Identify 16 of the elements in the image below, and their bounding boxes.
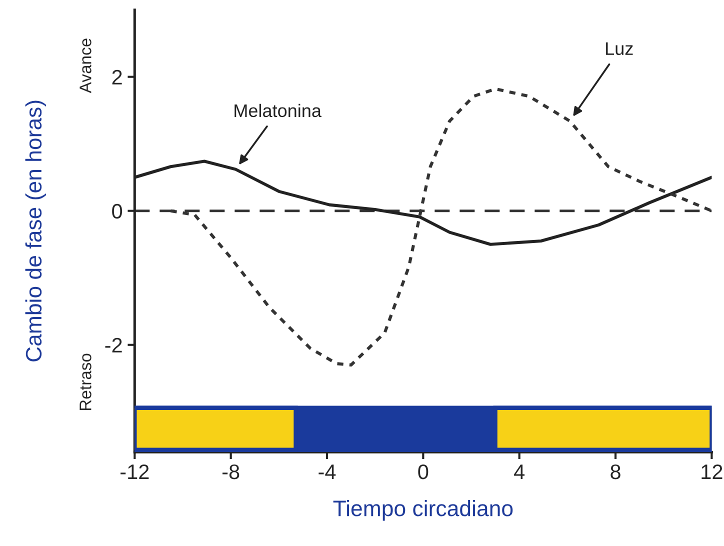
text: Avance: [80, 38, 92, 94]
x-axis-title: Tiempo circadiano: [333, 500, 513, 521]
y-tick-label: -2: [105, 338, 122, 352]
x-tick-label: 4: [514, 464, 525, 479]
y-tick-label: 0: [112, 204, 122, 219]
x-tick-label: 12: [702, 464, 722, 479]
x-tick-label: -4: [318, 464, 336, 479]
text: Luz: [606, 42, 633, 55]
y-axis-title: Cambio de fase (en horas): [25, 100, 46, 362]
x-tick-label: -8: [222, 464, 240, 480]
text: Melatonina: [234, 104, 322, 118]
x-tick-label: 0: [418, 464, 428, 480]
y-tick-label: 2: [112, 70, 122, 84]
text: Retraso: [80, 354, 92, 410]
x-tick-label: -12: [120, 464, 149, 479]
x-tick-label: 8: [610, 464, 620, 480]
